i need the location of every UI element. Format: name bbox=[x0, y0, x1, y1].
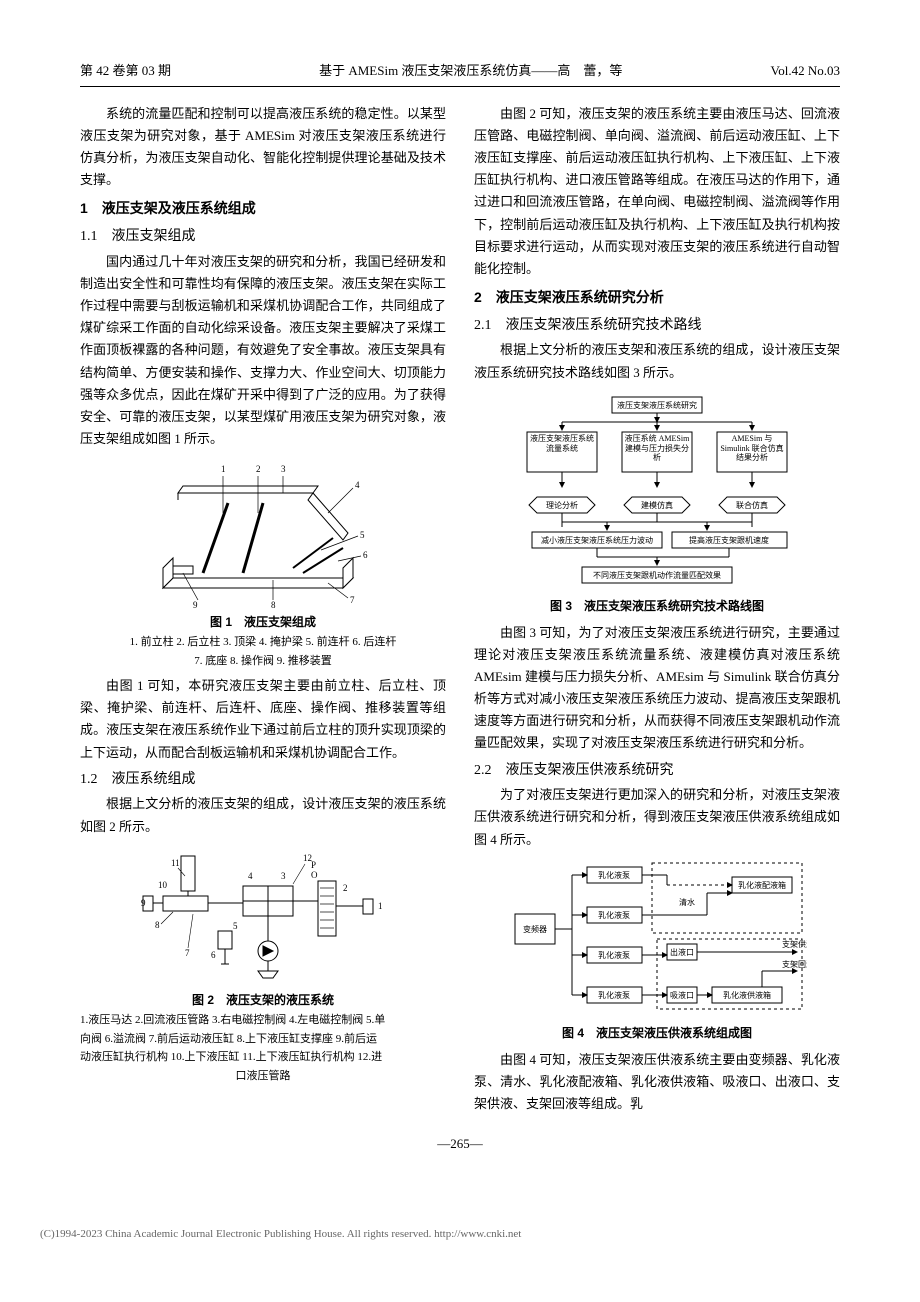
svg-text:提高液压支架跟机速度: 提高液压支架跟机速度 bbox=[689, 535, 769, 545]
svg-text:5: 5 bbox=[360, 530, 365, 540]
section-1-2-label: 1.2 液压系统组成 bbox=[80, 772, 196, 787]
svg-text:不同液压支架跟机动作流量匹配效果: 不同液压支架跟机动作流量匹配效果 bbox=[593, 570, 721, 580]
figure-3-svg: 液压支架液压系统研究 液压支架液压系统流量系统 液压系统 AMESim 建模与压… bbox=[507, 392, 807, 592]
svg-text:乳化液泵: 乳化液泵 bbox=[598, 950, 630, 960]
figure-4-svg: 变频器 乳化液泵 乳化液泵 乳化液泵 乳化液泵 bbox=[507, 859, 807, 1019]
figure-2-note-1: 1.液压马达 2.回流液压管路 3.右电磁控制阀 4.左电磁控制阀 5.单 bbox=[80, 1012, 446, 1029]
svg-text:7: 7 bbox=[350, 595, 355, 605]
page-header: 第 42 卷第 03 期 基于 AMESim 液压支架液压系统仿真——高 蕾，等… bbox=[80, 60, 840, 87]
svg-text:乳化液供液箱: 乳化液供液箱 bbox=[723, 990, 771, 1000]
svg-text:9: 9 bbox=[193, 600, 198, 608]
section-2-1-heading: 2.1 液压支架液压系统研究技术路线 bbox=[474, 314, 840, 338]
figure-2-note-2: 向阀 6.溢流阀 7.前后运动液压缸 8.上下液压缸支撑座 9.前后运 bbox=[80, 1031, 446, 1048]
section-2-1-label: 2.1 液压支架液压系统研究技术路线 bbox=[474, 318, 702, 333]
svg-text:6: 6 bbox=[211, 950, 216, 960]
svg-text:5: 5 bbox=[233, 921, 238, 931]
section-2-2-label: 2.2 液压支架液压供液系统研究 bbox=[474, 763, 674, 778]
svg-text:乳化液泵: 乳化液泵 bbox=[598, 990, 630, 1000]
svg-text:支架回液: 支架回液 bbox=[782, 959, 807, 969]
svg-text:吸液口: 吸液口 bbox=[670, 990, 694, 1000]
section-1-1-label: 1.1 液压支架组成 bbox=[80, 229, 196, 244]
svg-text:液压支架液压系统研究: 液压支架液压系统研究 bbox=[617, 400, 697, 410]
figure-3: 液压支架液压系统研究 液压支架液压系统流量系统 液压系统 AMESim 建模与压… bbox=[474, 392, 840, 616]
two-column-layout: 系统的流量匹配和控制可以提高液压系统的稳定性。以某型液压支架为研究对象，基于 A… bbox=[80, 103, 840, 1117]
section-1-1-paragraph: 国内通过几十年对液压支架的研究和分析，我国已经研发和制造出安全性和可靠性均有保障… bbox=[80, 251, 446, 450]
svg-text:P: P bbox=[311, 860, 316, 870]
svg-text:清水: 清水 bbox=[679, 897, 695, 907]
svg-text:4: 4 bbox=[248, 871, 253, 881]
svg-text:2: 2 bbox=[343, 883, 348, 893]
figure-2-caption: 图 2 液压支架的液压系统 bbox=[80, 990, 446, 1010]
svg-text:1: 1 bbox=[221, 464, 226, 474]
figure-3-caption: 图 3 液压支架液压系统研究技术路线图 bbox=[474, 596, 840, 616]
figure-1: 1 2 3 4 5 6 7 8 9 图 1 液压支架组成 1. 前立柱 2. 后… bbox=[80, 458, 446, 669]
svg-text:8: 8 bbox=[155, 920, 160, 930]
section-2-1-paragraph: 根据上文分析的液压支架和液压系统的组成，设计液压支架液压系统研究技术路线如图 3… bbox=[474, 339, 840, 383]
header-right: Vol.42 No.03 bbox=[771, 60, 840, 82]
svg-text:1: 1 bbox=[378, 901, 383, 911]
section-1-2-heading: 1.2 液压系统组成 bbox=[80, 768, 446, 792]
svg-text:2: 2 bbox=[256, 464, 261, 474]
svg-text:7: 7 bbox=[185, 948, 190, 958]
svg-text:乳化液泵: 乳化液泵 bbox=[598, 870, 630, 880]
figure-1-note-1: 1. 前立柱 2. 后立柱 3. 顶梁 4. 掩护梁 5. 前连杆 6. 后连杆 bbox=[80, 634, 446, 651]
svg-text:减小液压支架液压系统压力波动: 减小液压支架液压系统压力波动 bbox=[541, 535, 653, 545]
after-fig3-paragraph: 由图 3 可知，为了对液压支架液压系统进行研究，主要通过理论对液压支架液压系统流… bbox=[474, 622, 840, 755]
section-1-1-heading: 1.1 液压支架组成 bbox=[80, 225, 446, 249]
page-container: 第 42 卷第 03 期 基于 AMESim 液压支架液压系统仿真——高 蕾，等… bbox=[0, 0, 920, 1195]
header-left: 第 42 卷第 03 期 bbox=[80, 60, 171, 82]
section-1-2-paragraph: 根据上文分析的液压支架的组成，设计液压支架的液压系统如图 2 所示。 bbox=[80, 793, 446, 837]
svg-text:3: 3 bbox=[281, 871, 286, 881]
svg-text:理论分析: 理论分析 bbox=[546, 500, 578, 510]
figure-2-svg: 12 P O 11 10 9 8 7 6 5 4 3 2 1 bbox=[133, 846, 393, 986]
section-1-heading: 1 液压支架及液压系统组成 bbox=[80, 197, 446, 221]
figure-1-caption: 图 1 液压支架组成 bbox=[80, 612, 446, 632]
svg-text:9: 9 bbox=[141, 898, 146, 908]
after-fig1-paragraph: 由图 1 可知，本研究液压支架主要由前立柱、后立柱、顶梁、掩护梁、前连杆、后连杆… bbox=[80, 675, 446, 763]
after-fig4-paragraph: 由图 4 可知，液压支架液压供液系统主要由变频器、乳化液泵、清水、乳化液配液箱、… bbox=[474, 1049, 840, 1115]
svg-text:3: 3 bbox=[281, 464, 286, 474]
left-column: 系统的流量匹配和控制可以提高液压系统的稳定性。以某型液压支架为研究对象，基于 A… bbox=[80, 103, 446, 1117]
footer-copyright: (C)1994-2023 China Academic Journal Elec… bbox=[0, 1195, 920, 1264]
figure-4-caption: 图 4 液压支架液压供液系统组成图 bbox=[474, 1023, 840, 1043]
svg-text:11: 11 bbox=[171, 858, 180, 868]
svg-text:支架供液: 支架供液 bbox=[782, 939, 807, 949]
svg-text:建模仿真: 建模仿真 bbox=[641, 500, 673, 510]
svg-text:乳化液配液箱: 乳化液配液箱 bbox=[738, 880, 786, 890]
intro-paragraph: 系统的流量匹配和控制可以提高液压系统的稳定性。以某型液压支架为研究对象，基于 A… bbox=[80, 103, 446, 191]
svg-text:出液口: 出液口 bbox=[670, 947, 694, 957]
figure-1-note-2: 7. 底座 8. 操作阀 9. 推移装置 bbox=[80, 653, 446, 670]
figure-4: 变频器 乳化液泵 乳化液泵 乳化液泵 乳化液泵 bbox=[474, 859, 840, 1043]
section-2-2-paragraph: 为了对液压支架进行更加深入的研究和分析，对液压支架液压供液系统进行研究和分析，得… bbox=[474, 784, 840, 850]
figure-1-svg: 1 2 3 4 5 6 7 8 9 bbox=[143, 458, 383, 608]
svg-text:联合仿真: 联合仿真 bbox=[736, 500, 768, 510]
svg-text:O: O bbox=[311, 870, 318, 880]
svg-text:8: 8 bbox=[271, 600, 276, 608]
svg-text:变频器: 变频器 bbox=[523, 924, 547, 934]
header-center: 基于 AMESim 液压支架液压系统仿真——高 蕾，等 bbox=[171, 60, 771, 82]
right-column: 由图 2 可知，液压支架的液压系统主要由液压马达、回流液压管路、电磁控制阀、单向… bbox=[474, 103, 840, 1117]
page-number: —265— bbox=[80, 1133, 840, 1155]
figure-2: 12 P O 11 10 9 8 7 6 5 4 3 2 1 bbox=[80, 846, 446, 1084]
figure-2-note-4: 口液压管路 bbox=[80, 1068, 446, 1085]
right-top-paragraph: 由图 2 可知，液压支架的液压系统主要由液压马达、回流液压管路、电磁控制阀、单向… bbox=[474, 103, 840, 280]
svg-text:乳化液泵: 乳化液泵 bbox=[598, 910, 630, 920]
figure-2-note-3: 动液压缸执行机构 10.上下液压缸 11.上下液压缸执行机构 12.进 bbox=[80, 1049, 446, 1066]
svg-text:4: 4 bbox=[355, 480, 360, 490]
svg-text:10: 10 bbox=[158, 880, 168, 890]
section-2-2-heading: 2.2 液压支架液压供液系统研究 bbox=[474, 759, 840, 783]
svg-text:6: 6 bbox=[363, 550, 368, 560]
section-2-heading: 2 液压支架液压系统研究分析 bbox=[474, 286, 840, 310]
